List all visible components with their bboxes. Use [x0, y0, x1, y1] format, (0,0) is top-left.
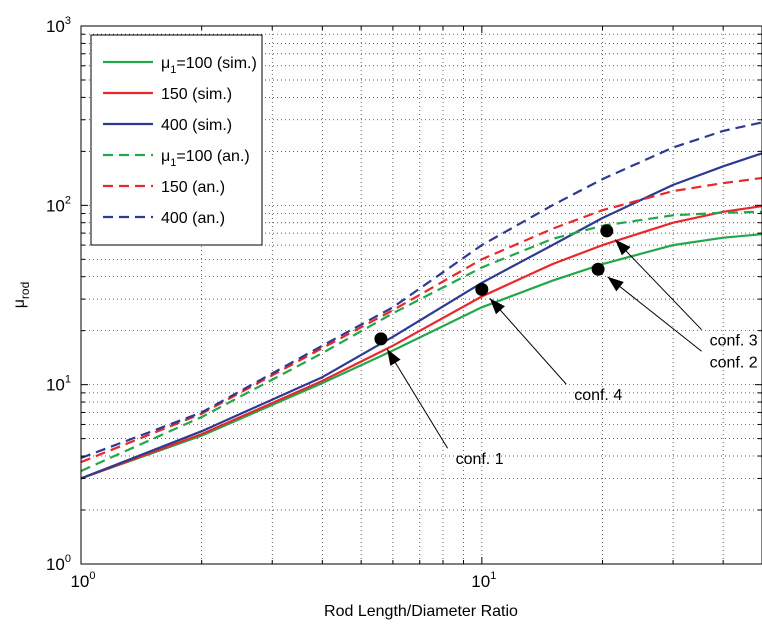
grid [80, 25, 762, 565]
y-tick-label-exponent: 2 [65, 194, 71, 206]
annotation-label: conf. 1 [456, 451, 504, 468]
annotation-marker [374, 332, 388, 346]
annotation-marker [591, 262, 605, 276]
legend-label: μ1=100 (an.) [161, 148, 250, 169]
y-tick-label-base: 10 [46, 196, 65, 215]
annotation-label: conf. 3 [710, 333, 758, 350]
annotation-label: conf. 4 [574, 387, 622, 404]
annotation-arrow-line [614, 239, 702, 331]
y-tick-label-base: 10 [46, 17, 65, 36]
annotation-arrow-head [615, 239, 631, 256]
y-tick-label-base: 10 [46, 376, 65, 395]
y-tick-label-exponent: 3 [65, 15, 71, 27]
legend-label: 150 (sim.) [161, 86, 232, 103]
legend-label-text: =100 (an.) [176, 148, 249, 165]
legend: μ1=100 (sim.)150 (sim.)400 (sim.)μ1=100 … [90, 34, 263, 246]
annotation-arrow-head [387, 349, 401, 366]
series-line-4 [80, 210, 762, 473]
series-line-3 [80, 152, 762, 480]
legend-box [90, 34, 263, 246]
x-tick-label: 101 [471, 570, 496, 591]
legend-label-text: 400 (an.) [161, 210, 225, 227]
annotation-arrow-line [607, 276, 702, 352]
annotation-arrow-line [489, 297, 567, 385]
x-tick-label-base: 10 [471, 572, 490, 591]
y-axis-label-sub: rod [18, 282, 32, 299]
series-line-6 [80, 121, 762, 460]
series-line-1 [80, 233, 762, 480]
annotation-arrow-head [489, 298, 505, 315]
legend-label-sub: 1 [170, 64, 176, 76]
series-layer [80, 121, 762, 480]
y-tick-label-exponent: 1 [65, 374, 71, 386]
y-tick-label-base: 10 [46, 555, 65, 574]
axes-frame [80, 25, 762, 565]
legend-label-sub: 1 [170, 157, 176, 169]
y-axis-label: μrod [11, 282, 32, 309]
y-tick-label-exponent: 0 [65, 553, 71, 565]
x-tick-label-exponent: 1 [490, 570, 496, 582]
y-tick-label: 103 [46, 15, 71, 36]
legend-label-text: 400 (sim.) [161, 117, 232, 134]
legend-label: μ1=100 (sim.) [161, 55, 257, 76]
annotation-marker [475, 282, 489, 296]
legend-label-text: 150 (an.) [161, 179, 225, 196]
annotations: conf. 1 conf. 4 conf. 2 conf. 3 [374, 224, 758, 468]
legend-label: 400 (sim.) [161, 117, 232, 134]
x-axis-label: Rod Length/Diameter Ratio [324, 603, 518, 620]
x-tick-label-exponent: 0 [89, 570, 95, 582]
series-line-2 [80, 205, 762, 480]
legend-label: 400 (an.) [161, 210, 225, 227]
y-axis-label-base: μ [11, 299, 28, 308]
legend-label-prefix: μ [161, 55, 170, 72]
legend-label-prefix: μ [161, 148, 170, 165]
annotation-marker [600, 224, 614, 238]
y-tick-label: 100 [46, 553, 71, 574]
y-tick-label: 101 [46, 374, 71, 395]
legend-label: 150 (an.) [161, 179, 225, 196]
legend-label-text: 150 (sim.) [161, 86, 232, 103]
x-tick-label-base: 10 [70, 572, 89, 591]
y-tick-label: 102 [46, 194, 71, 215]
series-line-5 [80, 176, 762, 464]
annotation-label: conf. 2 [710, 354, 758, 371]
x-tick-label: 100 [70, 570, 95, 591]
annotation-arrow-head [607, 276, 624, 292]
annotation-arrow-line [386, 348, 449, 449]
legend-label-text: =100 (sim.) [176, 55, 256, 72]
